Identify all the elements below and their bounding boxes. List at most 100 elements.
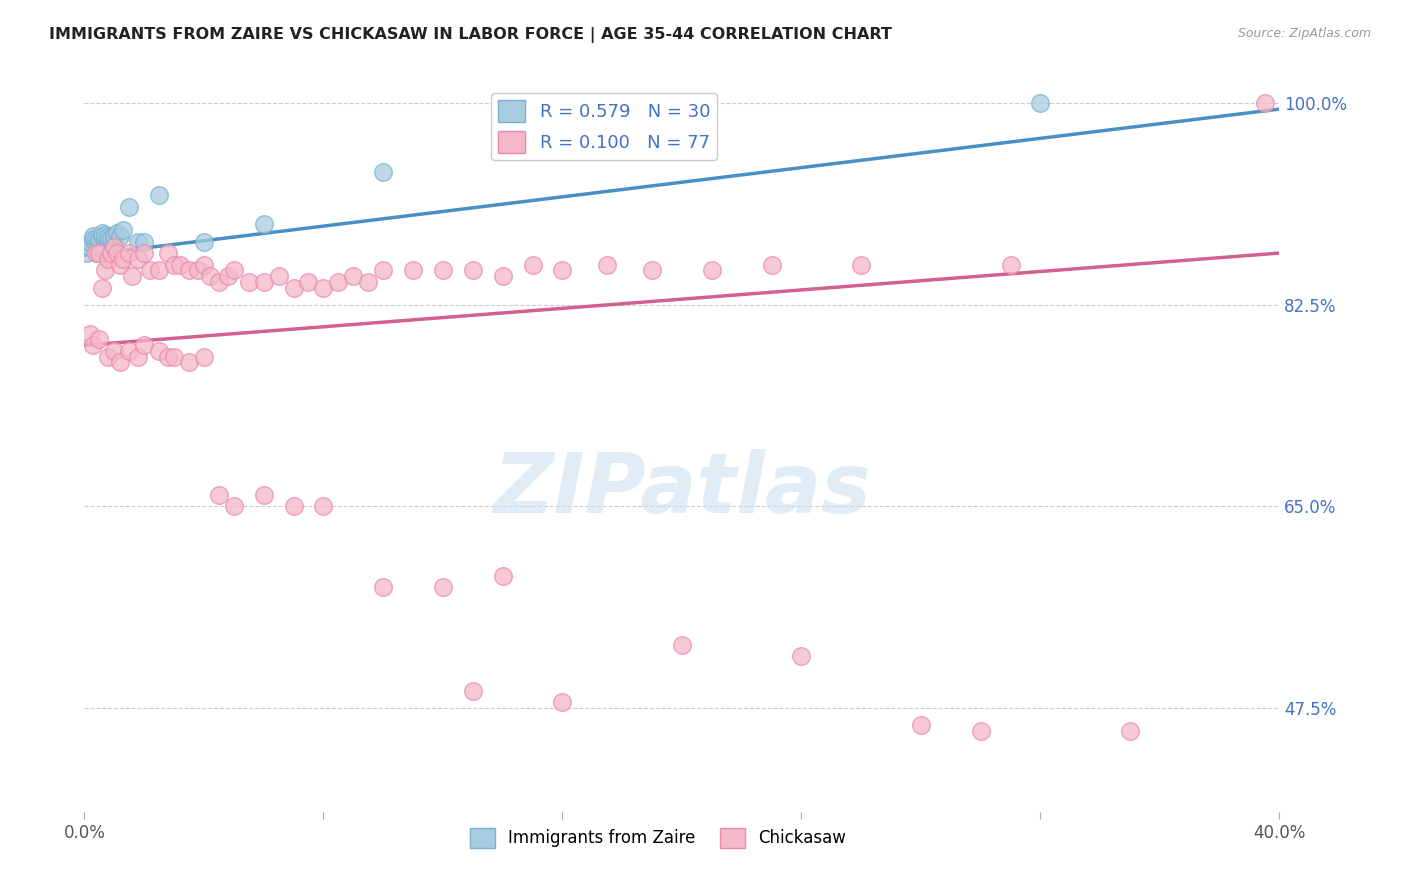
Point	[253, 488, 276, 502]
Point	[551, 263, 574, 277]
Point	[82, 338, 104, 352]
Point	[86, 236, 108, 251]
Point	[103, 232, 125, 246]
Point	[79, 235, 101, 249]
Point	[110, 228, 132, 243]
Point	[222, 500, 245, 514]
Point	[86, 231, 108, 245]
Point	[89, 232, 111, 246]
Point	[522, 258, 544, 272]
Point	[79, 326, 101, 341]
Point	[139, 263, 162, 277]
Text: Source: ZipAtlas.com: Source: ZipAtlas.com	[1237, 27, 1371, 40]
Point	[193, 258, 215, 272]
Point	[461, 683, 484, 698]
Point	[132, 235, 156, 249]
Point	[105, 246, 128, 260]
Point	[551, 695, 574, 709]
Point	[110, 355, 132, 369]
Point	[283, 500, 305, 514]
Point	[357, 275, 380, 289]
Point	[157, 246, 180, 260]
Point	[492, 568, 515, 582]
Point	[127, 235, 149, 249]
Legend: Immigrants from Zaire, Chickasaw: Immigrants from Zaire, Chickasaw	[463, 821, 853, 855]
Point	[110, 258, 132, 272]
Point	[596, 258, 619, 272]
Point	[1253, 96, 1275, 111]
Point	[97, 230, 120, 244]
Point	[312, 280, 335, 294]
Point	[253, 217, 276, 231]
Point	[157, 350, 180, 364]
Point	[432, 263, 454, 277]
Text: IMMIGRANTS FROM ZAIRE VS CHICKASAW IN LABOR FORCE | AGE 35-44 CORRELATION CHART: IMMIGRANTS FROM ZAIRE VS CHICKASAW IN LA…	[49, 27, 891, 43]
Point	[94, 227, 117, 242]
Point	[373, 580, 395, 594]
Point	[217, 269, 239, 284]
Point	[100, 231, 122, 245]
Point	[132, 246, 156, 260]
Point	[103, 228, 125, 243]
Point	[89, 246, 111, 260]
Point	[97, 252, 120, 266]
Point	[187, 263, 209, 277]
Point	[97, 235, 120, 249]
Point	[312, 500, 335, 514]
Point	[100, 246, 122, 260]
Point	[328, 275, 350, 289]
Point	[671, 638, 693, 652]
Point	[112, 223, 135, 237]
Point	[208, 488, 231, 502]
Point	[641, 263, 664, 277]
Point	[118, 246, 141, 260]
Point	[148, 188, 170, 202]
Point	[238, 275, 260, 289]
Point	[94, 263, 117, 277]
Point	[148, 343, 170, 358]
Point	[163, 258, 186, 272]
Point	[148, 263, 170, 277]
Point	[177, 263, 200, 277]
Point	[91, 228, 114, 243]
Point	[373, 165, 395, 179]
Point	[1119, 724, 1142, 739]
Point	[492, 269, 515, 284]
Point	[82, 232, 104, 246]
Point	[851, 258, 873, 272]
Point	[91, 227, 114, 241]
Point	[169, 258, 191, 272]
Point	[700, 263, 723, 277]
Point	[283, 280, 305, 294]
Point	[761, 258, 783, 272]
Point	[461, 263, 484, 277]
Point	[198, 269, 221, 284]
Point	[76, 246, 98, 260]
Point	[1000, 258, 1022, 272]
Point	[342, 269, 364, 284]
Point	[127, 252, 149, 266]
Point	[970, 724, 993, 739]
Point	[105, 227, 128, 241]
Point	[177, 355, 200, 369]
Point	[97, 350, 120, 364]
Point	[94, 232, 117, 246]
Point	[790, 649, 813, 664]
Point	[253, 275, 276, 289]
Point	[118, 343, 141, 358]
Point	[86, 246, 108, 260]
Point	[402, 263, 425, 277]
Point	[193, 235, 215, 249]
Point	[551, 96, 574, 111]
Point	[79, 240, 101, 254]
Point	[103, 343, 125, 358]
Point	[127, 350, 149, 364]
Point	[193, 350, 215, 364]
Text: ZIPatlas: ZIPatlas	[494, 450, 870, 531]
Point	[121, 269, 143, 284]
Point	[118, 200, 141, 214]
Point	[91, 280, 114, 294]
Point	[373, 263, 395, 277]
Point	[297, 275, 319, 289]
Point	[222, 263, 245, 277]
